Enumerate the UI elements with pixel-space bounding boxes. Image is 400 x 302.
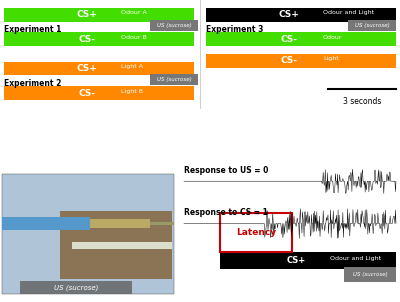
Text: Light: Light: [323, 56, 339, 61]
Text: Odour and Light: Odour and Light: [330, 256, 381, 261]
Text: Experiment 2: Experiment 2: [4, 79, 61, 88]
Text: Response to US = 0: Response to US = 0: [184, 166, 268, 175]
Bar: [348, 20, 396, 31]
Text: Experiment 1: Experiment 1: [4, 25, 61, 34]
Bar: [220, 213, 292, 252]
Bar: [4, 32, 194, 46]
Bar: [150, 20, 198, 31]
Text: CS+: CS+: [286, 256, 306, 265]
Text: Latency: Latency: [236, 228, 276, 237]
Text: CS-: CS-: [280, 56, 298, 65]
Bar: [4, 86, 194, 100]
Text: CS-: CS-: [78, 35, 96, 44]
Bar: [2, 174, 174, 294]
Bar: [206, 32, 396, 46]
Bar: [4, 62, 194, 76]
Bar: [20, 281, 132, 294]
Bar: [2, 217, 90, 230]
Text: US (sucrose): US (sucrose): [355, 23, 389, 28]
Text: US (sucrose): US (sucrose): [54, 284, 98, 291]
Text: CS+: CS+: [76, 64, 98, 73]
Bar: [206, 54, 396, 68]
Bar: [90, 219, 150, 228]
Text: CS+: CS+: [278, 10, 300, 19]
Text: US (sucrose): US (sucrose): [353, 272, 387, 277]
Text: US (sucrose): US (sucrose): [157, 77, 191, 82]
Text: Experiment 3: Experiment 3: [206, 25, 263, 34]
Bar: [150, 74, 198, 85]
Text: 3 seconds: 3 seconds: [343, 97, 381, 106]
Bar: [150, 222, 174, 225]
Bar: [220, 252, 396, 269]
Text: Odour and Light: Odour and Light: [323, 10, 374, 15]
Text: CS-: CS-: [280, 35, 298, 44]
Text: Odour A: Odour A: [121, 10, 147, 15]
Text: Light A: Light A: [121, 64, 143, 69]
Text: Odour B: Odour B: [121, 35, 147, 40]
Text: US (sucrose): US (sucrose): [157, 23, 191, 28]
Bar: [4, 8, 194, 21]
Bar: [60, 211, 172, 279]
Bar: [206, 8, 396, 21]
Text: CS-: CS-: [78, 89, 96, 98]
Text: Odour: Odour: [323, 35, 342, 40]
Bar: [344, 267, 396, 282]
Text: Light B: Light B: [121, 89, 143, 94]
Text: Response to CS = 1: Response to CS = 1: [184, 208, 268, 217]
Bar: [72, 242, 172, 249]
Text: CS+: CS+: [76, 10, 98, 19]
